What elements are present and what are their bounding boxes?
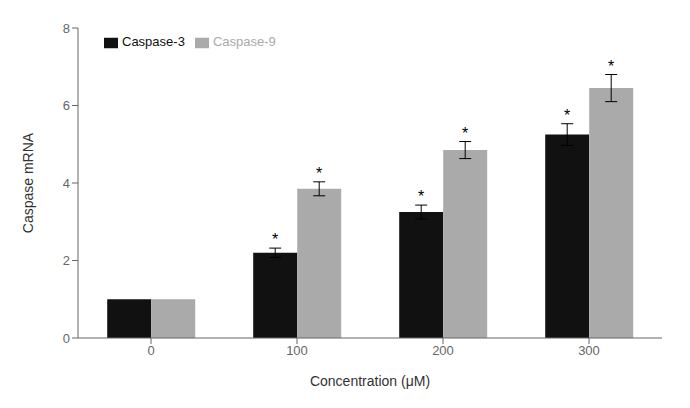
svg-text:200: 200 bbox=[432, 343, 454, 358]
svg-text:*: * bbox=[608, 58, 614, 75]
svg-text:4: 4 bbox=[63, 176, 70, 191]
svg-text:*: * bbox=[272, 231, 278, 248]
svg-text:*: * bbox=[462, 125, 468, 142]
html-text:Caspase-3: Caspase-3 bbox=[122, 34, 185, 49]
html-text:Caspase-9: Caspase-9 bbox=[212, 34, 276, 49]
svg-text:0: 0 bbox=[63, 331, 70, 346]
svg-text:0: 0 bbox=[147, 343, 154, 358]
svg-text:Concentration (μM): Concentration (μM) bbox=[310, 373, 430, 389]
svg-text:300: 300 bbox=[578, 343, 600, 358]
svg-text:*: * bbox=[564, 107, 570, 124]
svg-text:8: 8 bbox=[63, 21, 70, 36]
svg-text:2: 2 bbox=[63, 253, 70, 268]
svg-text:100: 100 bbox=[286, 343, 308, 358]
svg-text:*: * bbox=[316, 165, 322, 182]
svg-text:*: * bbox=[418, 188, 424, 205]
svg-text:Caspase mRNA: Caspase mRNA bbox=[20, 132, 36, 233]
svg-text:6: 6 bbox=[63, 98, 70, 113]
